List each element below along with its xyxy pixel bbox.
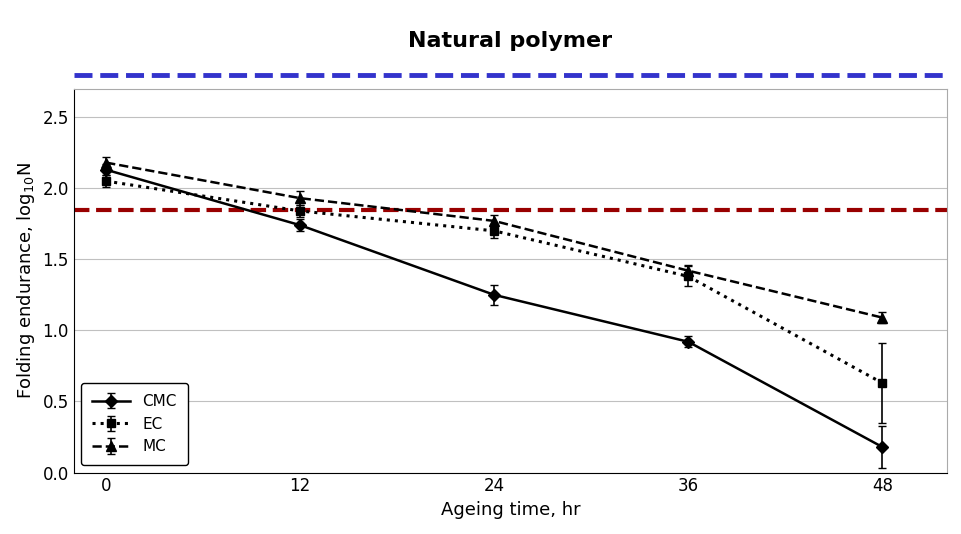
Title: Natural polymer: Natural polymer <box>407 31 612 51</box>
Y-axis label: Folding endurance, log$_{10}$N: Folding endurance, log$_{10}$N <box>15 162 37 399</box>
X-axis label: Ageing time, hr: Ageing time, hr <box>440 501 579 519</box>
Legend: CMC, EC, MC: CMC, EC, MC <box>82 383 187 465</box>
